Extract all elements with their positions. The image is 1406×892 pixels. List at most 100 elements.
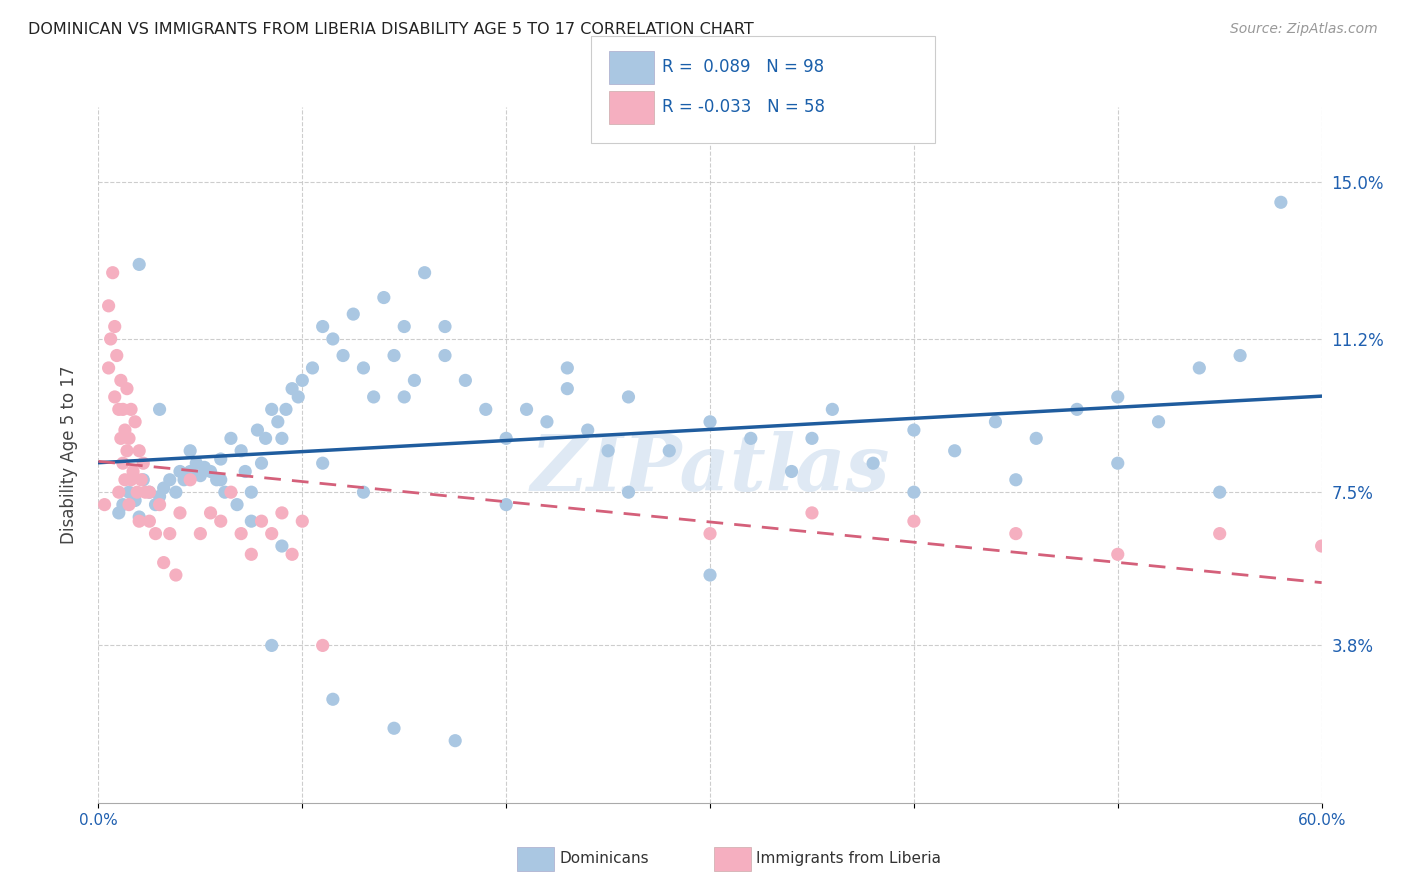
Point — [108, 402, 131, 417]
Point — [373, 291, 395, 305]
Point — [179, 465, 201, 479]
Point — [127, 485, 149, 500]
Point — [392, 319, 416, 334]
Point — [444, 733, 467, 747]
Point — [132, 456, 155, 470]
Text: Immigrants from Liberia: Immigrants from Liberia — [756, 852, 942, 866]
Point — [516, 402, 538, 417]
Point — [118, 431, 141, 445]
Point — [801, 431, 824, 445]
Point — [179, 473, 201, 487]
Point — [138, 485, 160, 500]
Point — [97, 299, 120, 313]
Point — [291, 514, 314, 528]
Point — [205, 473, 228, 487]
Point — [200, 506, 222, 520]
Point — [903, 514, 925, 528]
Point — [287, 390, 309, 404]
Point — [110, 431, 132, 445]
Point — [801, 506, 824, 520]
Point — [557, 382, 579, 396]
Point — [186, 456, 208, 470]
Point — [254, 431, 277, 445]
Point — [1107, 547, 1129, 561]
Point — [231, 443, 253, 458]
Point — [209, 452, 232, 467]
Point — [596, 443, 619, 458]
Point — [159, 473, 181, 487]
Point — [145, 526, 167, 541]
Point — [188, 526, 212, 541]
Point — [118, 498, 141, 512]
Point — [780, 465, 803, 479]
Point — [114, 423, 136, 437]
Point — [699, 568, 721, 582]
Point — [363, 390, 385, 404]
Text: R =  0.089   N = 98: R = 0.089 N = 98 — [662, 58, 824, 76]
Point — [617, 485, 640, 500]
Point — [219, 431, 242, 445]
Point — [312, 456, 335, 470]
Point — [114, 473, 136, 487]
Point — [214, 485, 236, 500]
Y-axis label: Disability Age 5 to 17: Disability Age 5 to 17 — [59, 366, 77, 544]
Point — [433, 349, 456, 363]
Point — [495, 498, 517, 512]
Point — [617, 390, 640, 404]
Point — [1004, 473, 1026, 487]
Text: R = -0.033   N = 58: R = -0.033 N = 58 — [662, 98, 825, 116]
Point — [138, 514, 160, 528]
Point — [149, 402, 172, 417]
Point — [250, 456, 273, 470]
Point — [149, 498, 172, 512]
Point — [454, 373, 477, 387]
Point — [903, 423, 925, 437]
Point — [576, 423, 599, 437]
Point — [1107, 390, 1129, 404]
Point — [1025, 431, 1047, 445]
Point — [342, 307, 364, 321]
Point — [100, 332, 122, 346]
Point — [1147, 415, 1170, 429]
Text: ZIPatlas: ZIPatlas — [530, 431, 890, 507]
Point — [322, 332, 344, 346]
Point — [169, 506, 191, 520]
Point — [104, 390, 127, 404]
Text: Source: ZipAtlas.com: Source: ZipAtlas.com — [1230, 22, 1378, 37]
Text: Dominicans: Dominicans — [560, 852, 650, 866]
Point — [557, 361, 579, 376]
Point — [240, 547, 263, 561]
Point — [536, 415, 558, 429]
Point — [301, 361, 323, 376]
Point — [1188, 361, 1211, 376]
Point — [231, 526, 253, 541]
Point — [240, 485, 263, 500]
Point — [165, 568, 187, 582]
Point — [120, 473, 142, 487]
Point — [169, 465, 191, 479]
Point — [240, 514, 263, 528]
Point — [474, 402, 498, 417]
Point — [105, 349, 128, 363]
Point — [1270, 195, 1292, 210]
Point — [138, 485, 160, 500]
Point — [115, 382, 138, 396]
Point — [209, 514, 232, 528]
Point — [188, 468, 212, 483]
Point — [128, 510, 150, 524]
Point — [332, 349, 354, 363]
Point — [152, 481, 174, 495]
Point — [159, 526, 181, 541]
Point — [821, 402, 844, 417]
Point — [152, 556, 174, 570]
Point — [260, 402, 283, 417]
Point — [658, 443, 681, 458]
Point — [260, 639, 283, 653]
Point — [1066, 402, 1088, 417]
Point — [124, 493, 146, 508]
Point — [1004, 526, 1026, 541]
Point — [260, 526, 283, 541]
Point — [128, 514, 150, 528]
Point — [97, 361, 120, 376]
Point — [226, 498, 249, 512]
